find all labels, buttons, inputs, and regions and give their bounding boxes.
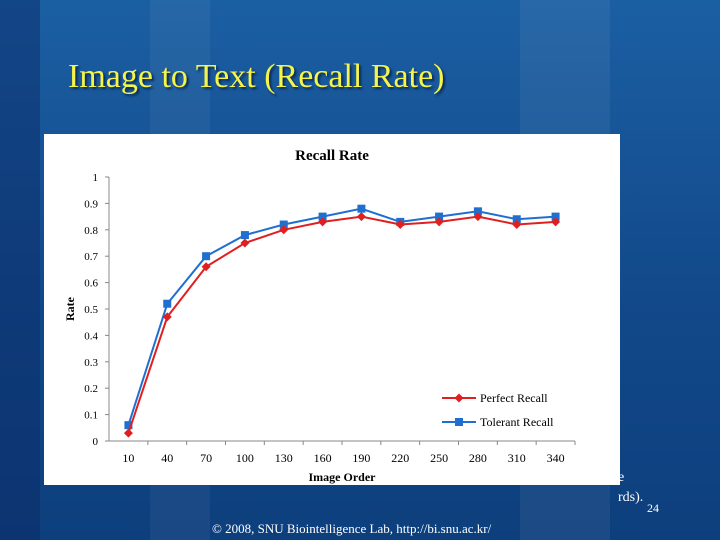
y-tick-label: 0.2 [84, 383, 98, 395]
x-tick-label: 10 [122, 451, 134, 465]
data-point [124, 421, 133, 430]
data-point [473, 207, 482, 216]
data-point [240, 238, 250, 248]
x-tick-label: 250 [430, 451, 448, 465]
data-point [162, 312, 172, 322]
x-tick-label: 70 [200, 451, 212, 465]
x-tick-label: 130 [275, 451, 293, 465]
y-tick-label: 0.9 [84, 198, 98, 210]
data-point [279, 220, 288, 229]
data-point [473, 212, 483, 222]
data-point [240, 231, 249, 240]
x-axis-label: Image Order [309, 470, 377, 484]
x-tick-label: 220 [391, 451, 409, 465]
data-point [434, 217, 444, 227]
legend-label: Perfect Recall [480, 391, 548, 405]
chart-area: Recall Rate 0 0.1 0.2 0.3 0.4 0.5 0.6 0.7 0.8 0.9 1… [44, 134, 620, 485]
data-point [512, 215, 521, 224]
recall-rate-chart: Recall Rate 0 0.1 0.2 0.3 0.4 0.5 0.6 0.7 0.8 0.9 1… [63, 148, 576, 484]
data-point [201, 262, 211, 272]
x-tick-label: 160 [314, 451, 332, 465]
x-tick-label: 310 [508, 451, 526, 465]
x-tick-label: 100 [236, 451, 254, 465]
chart-title: Recall Rate [295, 148, 369, 164]
data-point [318, 212, 327, 221]
x-tick-label: 280 [469, 451, 487, 465]
data-point [356, 212, 366, 222]
y-tick-label: 0.7 [84, 251, 98, 263]
legend-marker [454, 393, 464, 403]
data-point [551, 217, 561, 227]
y-tick-label: 0.4 [84, 330, 98, 342]
series-line [127, 215, 556, 434]
slide-footer: © 2008, SNU Biointelligence Lab, http://… [212, 521, 492, 536]
x-tick-label: 340 [547, 451, 565, 465]
data-point [357, 204, 366, 213]
data-point [551, 212, 560, 221]
data-point [512, 220, 522, 230]
data-point [163, 299, 172, 308]
y-tick-label: 0 [93, 436, 99, 448]
data-point [279, 225, 289, 235]
legend-label: Tolerant Recall [480, 415, 554, 429]
y-tick-label: 0.8 [84, 225, 98, 237]
partial-text: e [618, 470, 625, 485]
y-tick-label: 0.5 [84, 304, 98, 316]
x-tick-label: 190 [352, 451, 370, 465]
data-point [435, 212, 444, 221]
data-point [395, 220, 405, 230]
background-band [0, 0, 40, 540]
data-point [318, 217, 328, 227]
series-line [127, 207, 556, 426]
y-tick-label: 0.6 [84, 278, 98, 290]
y-tick-label: 1 [93, 172, 99, 184]
page-number: 24 [647, 501, 659, 515]
partial-text: rds). [618, 490, 644, 505]
legend-marker [455, 418, 463, 426]
data-point [123, 428, 133, 438]
x-tick-label: 40 [161, 451, 173, 465]
y-tick-label: 0.1 [84, 410, 98, 422]
y-axis-label: Rate [63, 296, 77, 321]
slide-title: Image to Text (Recall Rate) [68, 58, 445, 95]
data-point [202, 252, 211, 261]
y-tick-label: 0.3 [84, 357, 98, 369]
